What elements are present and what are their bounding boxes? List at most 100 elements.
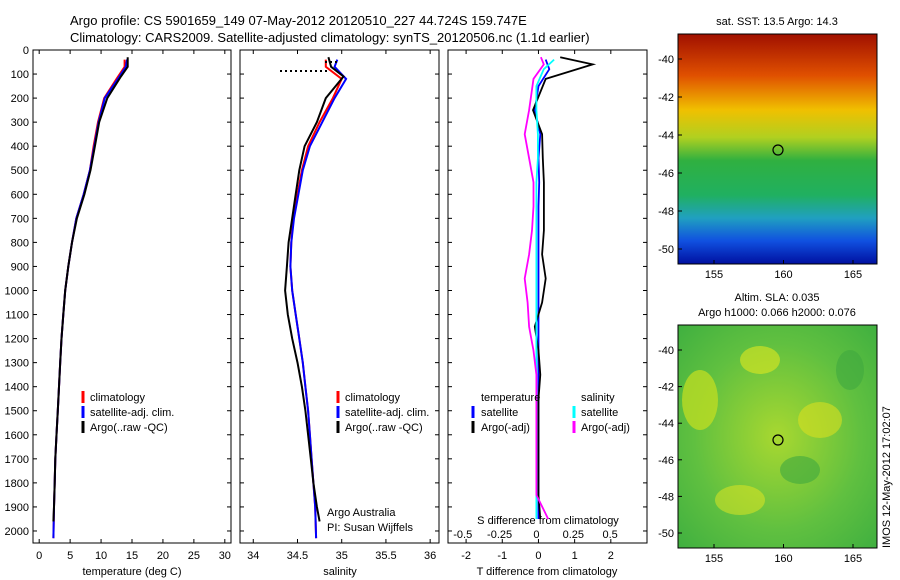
map-y-tick-label: -46 bbox=[658, 168, 674, 180]
map-x-tick-label: 160 bbox=[774, 269, 792, 281]
map-x-tick-label: 160 bbox=[774, 553, 792, 565]
diff-legend-t-argo: Argo(-adj) bbox=[481, 422, 530, 434]
x-tick-label: 2 bbox=[608, 550, 614, 562]
difference-legend: temperature satellite Argo(-adj) salinit… bbox=[471, 392, 630, 434]
sla-map-frame bbox=[677, 324, 878, 549]
x-tick-label: 25 bbox=[188, 550, 200, 562]
sst-map-title: sat. SST: 13.5 Argo: 14.3 bbox=[716, 16, 838, 28]
temperature-x-axis: 0 5 10 15 20 25 30 bbox=[36, 50, 231, 562]
map-y-tick-label: -48 bbox=[658, 206, 674, 218]
depth-tick-label: 200 bbox=[11, 93, 29, 105]
depth-tick-label: 1000 bbox=[5, 285, 29, 297]
series-line-1 bbox=[289, 59, 348, 539]
sal-legend-argo: Argo(..raw -QC) bbox=[345, 422, 423, 434]
sla-map-title2: Argo h1000: 0.066 h2000: 0.076 bbox=[698, 307, 856, 319]
sla-map-axes: -40 -42 -44 -46 -48 -50 155 160 165 bbox=[658, 345, 862, 565]
x-tick-label: 0 bbox=[36, 550, 42, 562]
diff-legend-s-title: salinity bbox=[581, 392, 615, 404]
map-x-tick-label: 155 bbox=[705, 553, 723, 565]
diff-legend-t-title: temperature bbox=[481, 392, 540, 404]
sla-map-title1: Altim. SLA: 0.035 bbox=[735, 292, 820, 304]
sst-map-field bbox=[678, 34, 877, 264]
depth-axis: 0 100 200 300 400 500 600 700 800 900 1000 1100 1200… bbox=[5, 45, 647, 538]
series-line-2 bbox=[284, 56, 345, 522]
depth-tick-label: 2000 bbox=[5, 526, 29, 538]
x-tick-label: 1 bbox=[572, 550, 578, 562]
depth-tick-label: 1500 bbox=[5, 406, 29, 418]
sal-legend-clim: climatology bbox=[345, 392, 401, 404]
map-y-tick-label: -50 bbox=[658, 528, 674, 540]
sst-map-frame bbox=[677, 33, 878, 265]
x-tick-label: -1 bbox=[497, 550, 507, 562]
salinity-lines bbox=[284, 56, 348, 539]
difference-x-axis: -2 -1 0 1 2 -0.5 -0.25 0 0.25 0.5 bbox=[453, 50, 618, 562]
temp-legend-sat: satellite-adj. clim. bbox=[90, 407, 174, 419]
depth-tick-label: 1300 bbox=[5, 358, 29, 370]
s-diff-tick-label: 0 bbox=[533, 529, 539, 541]
depth-tick-label: 1700 bbox=[5, 454, 29, 466]
depth-tick-label: 400 bbox=[11, 141, 29, 153]
depth-tick-label: 500 bbox=[11, 165, 29, 177]
s-diff-tick-label: 0.5 bbox=[602, 529, 617, 541]
salinity-xlabel: salinity bbox=[323, 566, 357, 578]
difference-panel-frame bbox=[447, 49, 648, 544]
depth-tick-label: 1900 bbox=[5, 502, 29, 514]
map-y-tick-label: -44 bbox=[658, 418, 674, 430]
map-x-tick-label: 165 bbox=[844, 269, 862, 281]
series-line-1 bbox=[523, 56, 550, 520]
depth-tick-label: 700 bbox=[11, 213, 29, 225]
diff-legend-s-argo: Argo(-adj) bbox=[581, 422, 630, 434]
map-x-tick-label: 155 bbox=[705, 269, 723, 281]
depth-tick-label: 1100 bbox=[5, 310, 29, 322]
sla-argo-location-marker bbox=[772, 434, 784, 446]
x-tick-label: 36 bbox=[424, 550, 436, 562]
salinity-panel-frame bbox=[239, 49, 440, 544]
map-y-tick-label: -44 bbox=[658, 130, 674, 142]
map-x-tick-label: 165 bbox=[844, 553, 862, 565]
salinity-annotation1: Argo Australia bbox=[327, 507, 396, 519]
x-tick-label: 34.5 bbox=[287, 550, 308, 562]
map-y-tick-label: -48 bbox=[658, 491, 674, 503]
x-tick-label: 5 bbox=[67, 550, 73, 562]
x-tick-label: 34 bbox=[247, 550, 259, 562]
s-diff-tick-label: -0.5 bbox=[453, 529, 472, 541]
sst-argo-location-marker bbox=[772, 144, 784, 156]
salinity-annotation2: PI: Susan Wijffels bbox=[327, 522, 413, 534]
depth-tick-label: 0 bbox=[23, 45, 29, 57]
depth-tick-label: 300 bbox=[11, 117, 29, 129]
series-line-1 bbox=[532, 56, 597, 520]
depth-tick-label: 1400 bbox=[5, 382, 29, 394]
depth-tick-label: 900 bbox=[11, 261, 29, 273]
x-tick-label: 15 bbox=[126, 550, 138, 562]
depth-tick-label: 800 bbox=[11, 237, 29, 249]
difference-toplabel: S difference from climatology bbox=[477, 515, 619, 527]
x-tick-label: 30 bbox=[219, 550, 231, 562]
map-y-tick-label: -40 bbox=[658, 54, 674, 66]
difference-lines bbox=[523, 56, 597, 520]
x-tick-label: 0 bbox=[535, 550, 541, 562]
depth-tick-label: 600 bbox=[11, 189, 29, 201]
imos-watermark: IMOS 12-May-2012 17:02:07 bbox=[881, 406, 893, 548]
sal-legend-sat: satellite-adj. clim. bbox=[345, 407, 429, 419]
series-line-0 bbox=[289, 59, 343, 539]
depth-tick-label: 1800 bbox=[5, 478, 29, 490]
header-line2: Climatology: CARS2009. Satellite-adjuste… bbox=[70, 30, 590, 45]
header-line1: Argo profile: CS 5901659_149 07-May-2012… bbox=[70, 13, 527, 28]
map-y-tick-label: -50 bbox=[658, 244, 674, 256]
temp-legend-argo: Argo(..raw -QC) bbox=[90, 422, 168, 434]
depth-tick-label: 100 bbox=[11, 69, 29, 81]
map-y-tick-label: -42 bbox=[658, 382, 674, 394]
salinity-legend: climatology satellite-adj. clim. Argo(..… bbox=[336, 391, 429, 434]
x-tick-label: 20 bbox=[157, 550, 169, 562]
temperature-legend: climatology satellite-adj. clim. Argo(..… bbox=[81, 391, 174, 434]
depth-tick-label: 1600 bbox=[5, 430, 29, 442]
series-line-2 bbox=[52, 57, 129, 522]
temp-legend-clim: climatology bbox=[90, 392, 146, 404]
map-y-tick-label: -40 bbox=[658, 345, 674, 357]
temperature-lines bbox=[52, 57, 129, 539]
temperature-panel-frame bbox=[32, 49, 232, 544]
diff-legend-s-sat: satellite bbox=[581, 407, 618, 419]
map-y-tick-label: -46 bbox=[658, 455, 674, 467]
s-diff-tick-label: 0.25 bbox=[563, 529, 584, 541]
